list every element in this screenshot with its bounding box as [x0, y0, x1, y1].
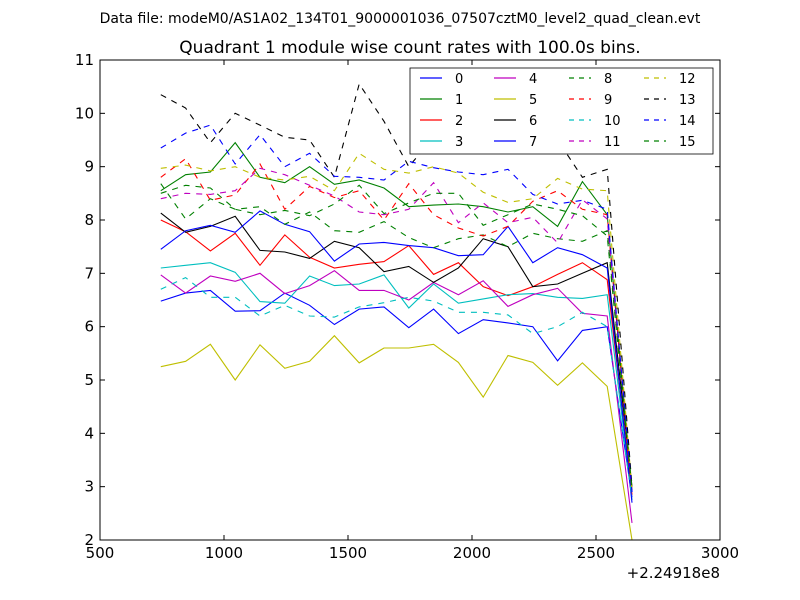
y-tick-label: 10 [75, 104, 94, 122]
series-line-12 [160, 152, 633, 490]
legend-label-8: 8 [604, 72, 612, 87]
legend-label-1: 1 [455, 93, 463, 108]
series-line-10 [160, 276, 633, 498]
series-line-3 [160, 262, 633, 501]
series-line-6 [160, 212, 633, 487]
legend-frame [409, 67, 714, 155]
x-tick-label: 2000 [453, 544, 491, 562]
x-tick-label: 1500 [329, 544, 367, 562]
y-tick-label: 5 [84, 371, 94, 389]
legend-label-4: 4 [529, 72, 537, 87]
y-tick-label: 3 [84, 478, 94, 496]
x-tick-label: 3000 [701, 544, 739, 562]
series-line-15 [160, 184, 633, 490]
y-tick-label: 4 [84, 424, 94, 442]
series-line-1 [160, 141, 633, 493]
x-tick-label: 2500 [577, 544, 615, 562]
x-offset-label: +2.24918e8 [627, 564, 720, 582]
series-line-11 [160, 167, 633, 493]
legend-label-9: 9 [604, 93, 612, 108]
series-line-4 [160, 270, 633, 523]
y-tick-label: 7 [84, 264, 94, 282]
y-tick-label: 2 [84, 531, 94, 549]
legend-label-5: 5 [529, 93, 537, 108]
y-tick-label: 9 [84, 158, 94, 176]
series-line-0 [160, 289, 633, 498]
series-line-2 [160, 219, 633, 495]
legend-label-6: 6 [529, 114, 537, 129]
legend-label-2: 2 [455, 114, 463, 129]
plot-frame [99, 59, 721, 541]
legend-label-11: 11 [604, 135, 621, 150]
legend-label-7: 7 [529, 135, 537, 150]
series-line-9 [160, 157, 633, 495]
series-line-5 [160, 334, 633, 541]
legend-label-10: 10 [604, 114, 621, 129]
legend-label-3: 3 [455, 135, 463, 150]
chart-title: Quadrant 1 module wise count rates with … [179, 38, 640, 58]
series-line-14 [160, 124, 633, 493]
y-tick-label: 8 [84, 211, 94, 229]
legend-label-14: 14 [679, 114, 696, 129]
x-tick-label: 500 [86, 544, 115, 562]
series-layer [160, 82, 633, 541]
y-tick-label: 11 [75, 51, 94, 69]
y-tick-label: 6 [84, 318, 94, 336]
legend-label-15: 15 [679, 135, 696, 150]
legend-label-13: 13 [679, 93, 696, 108]
datafile-label: Data file: modeM0/AS1A02_134T01_90000010… [100, 11, 701, 27]
x-tick-label: 1000 [205, 544, 243, 562]
legend-label-0: 0 [455, 72, 463, 87]
series-line-7 [160, 210, 633, 503]
legend-label-12: 12 [679, 72, 696, 87]
